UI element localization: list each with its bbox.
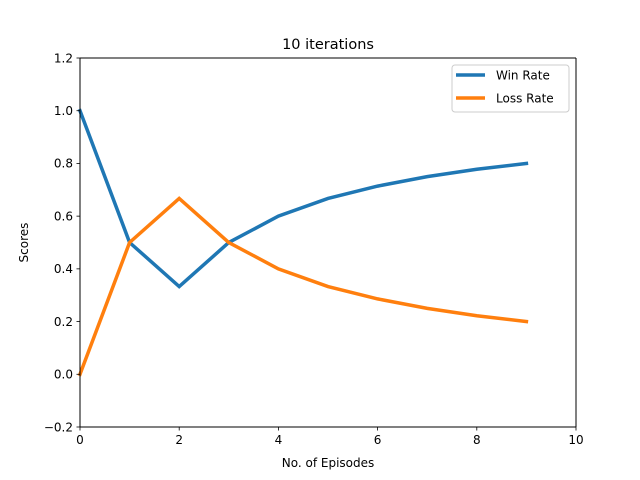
chart-title: 10 iterations bbox=[282, 37, 374, 53]
y-tick-label: 0.2 bbox=[54, 315, 73, 329]
x-tick-label: 4 bbox=[275, 433, 283, 447]
x-tick-label: 10 bbox=[568, 433, 583, 447]
x-tick-label: 6 bbox=[374, 433, 382, 447]
y-tick-label: 1.0 bbox=[54, 104, 73, 118]
y-tick-label: 0.6 bbox=[54, 209, 73, 223]
y-tick-label: 1.2 bbox=[54, 51, 73, 65]
x-tick-label: 0 bbox=[76, 433, 84, 447]
y-tick-label: 0.4 bbox=[54, 262, 73, 276]
plot-area bbox=[80, 58, 576, 427]
legend: Win Rate Loss Rate bbox=[451, 64, 570, 113]
series-line-win-rate bbox=[77, 108, 529, 289]
y-axis-label: Scores bbox=[17, 223, 31, 263]
x-axis-label: No. of Episodes bbox=[282, 456, 375, 470]
series-layer bbox=[77, 108, 529, 377]
x-tick-label: 2 bbox=[175, 433, 183, 447]
y-axis-ticks: −0.2 0.0 0.2 0.4 0.6 0.8 1.0 1.2 bbox=[44, 51, 80, 434]
legend-label-loss-rate: Loss Rate bbox=[496, 92, 554, 106]
series-line-loss-rate bbox=[77, 196, 529, 377]
y-tick-label: 0.0 bbox=[54, 368, 73, 382]
legend-label-win-rate: Win Rate bbox=[496, 69, 550, 83]
x-tick-label: 8 bbox=[473, 433, 481, 447]
y-tick-label: 0.8 bbox=[54, 157, 73, 171]
y-tick-label: −0.2 bbox=[44, 420, 73, 434]
x-axis-ticks: 0 2 4 6 8 10 bbox=[76, 427, 584, 447]
axes-frame bbox=[79, 57, 577, 428]
